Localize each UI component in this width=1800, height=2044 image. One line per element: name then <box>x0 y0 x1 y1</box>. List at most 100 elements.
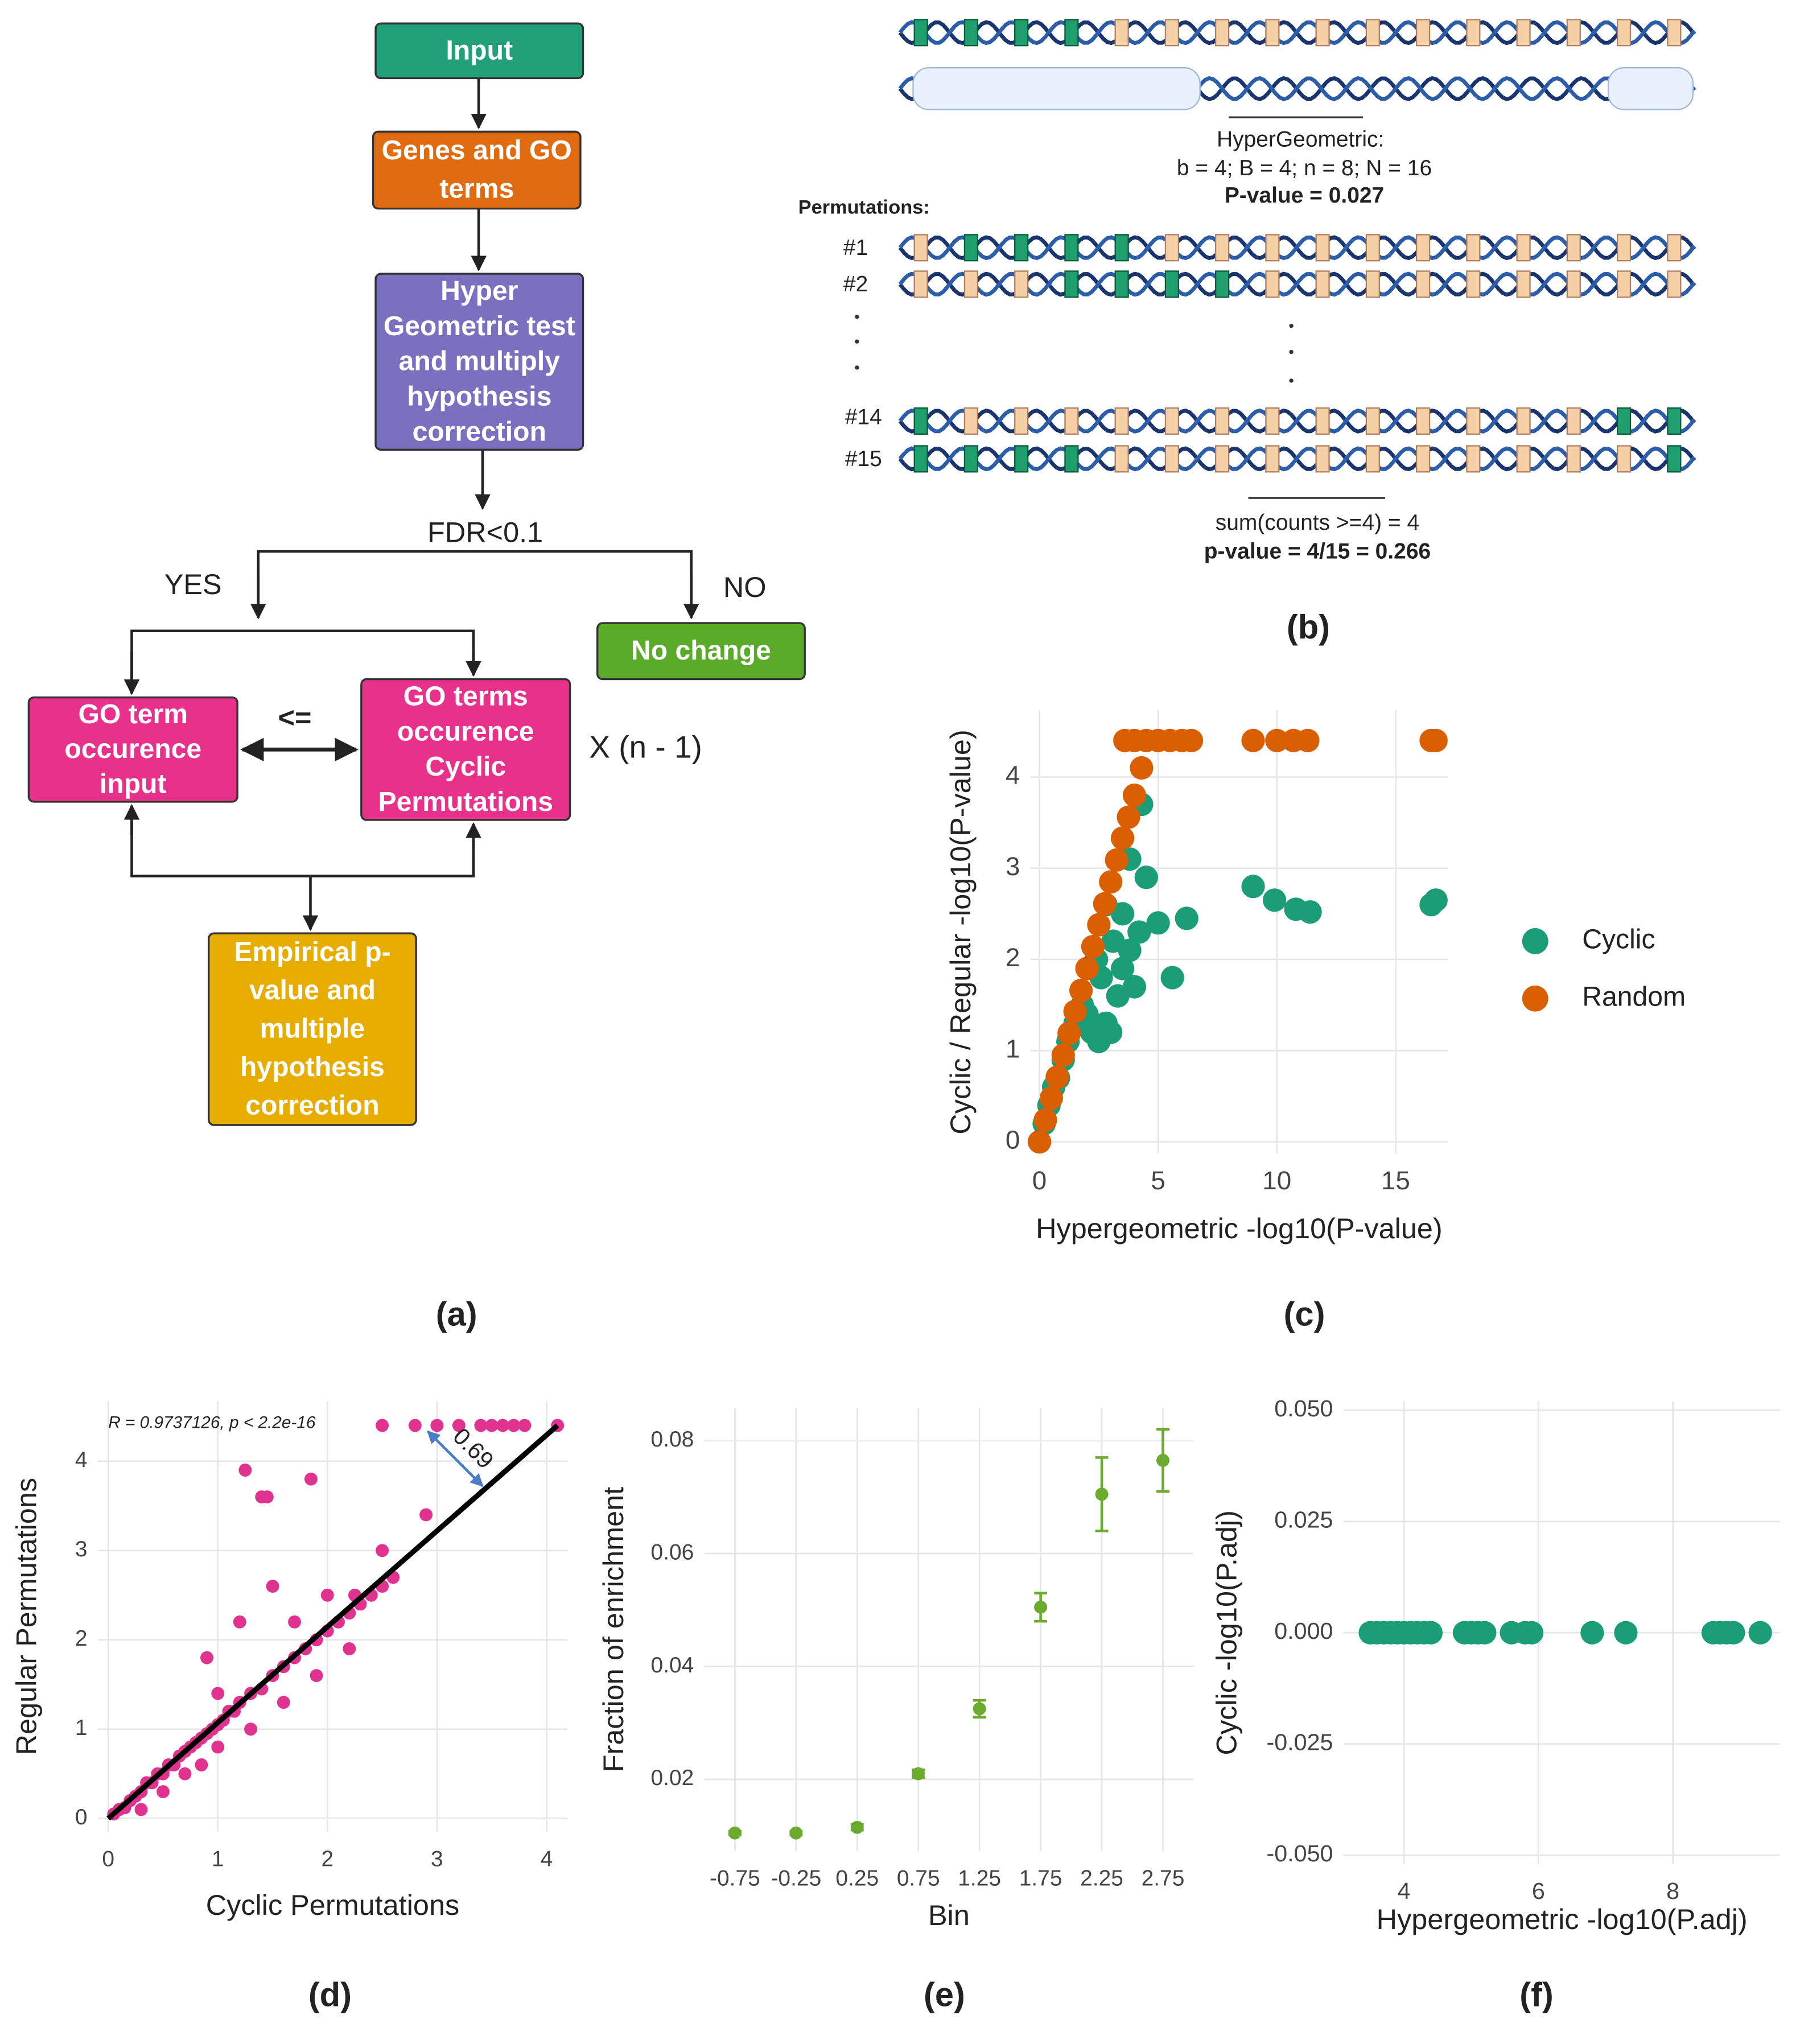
flow-node <box>360 678 571 821</box>
point <box>1110 826 1135 850</box>
gene-box <box>1265 19 1280 47</box>
condition: FDR<0.1 <box>427 516 543 549</box>
point <box>1045 1065 1069 1089</box>
gene-box <box>1365 234 1380 262</box>
point <box>1087 913 1111 937</box>
x-tick-label: 5 <box>1151 1166 1165 1195</box>
y-tick-label: 0.050 <box>1274 1395 1333 1421</box>
point <box>1519 1621 1544 1645</box>
gene-box <box>1516 445 1531 473</box>
point <box>1160 966 1184 990</box>
flow-node <box>374 22 584 80</box>
gene-box <box>1114 234 1129 262</box>
point <box>134 1803 148 1816</box>
point <box>1179 728 1204 752</box>
legend-marker <box>1522 928 1548 954</box>
repeat-label: X (n - 1) <box>589 730 702 765</box>
gene-box <box>1466 270 1481 298</box>
point <box>1265 728 1289 752</box>
gene-box <box>963 19 979 47</box>
gene-box <box>1164 19 1179 47</box>
gene-box <box>1064 234 1079 262</box>
point <box>1721 1621 1745 1645</box>
flow-node <box>27 696 238 803</box>
point <box>1298 900 1322 924</box>
dna-strand <box>898 446 1696 472</box>
point <box>850 1820 864 1834</box>
region <box>912 67 1201 110</box>
gene-box <box>1566 407 1581 435</box>
gene-box <box>1466 19 1481 47</box>
point <box>1175 906 1198 930</box>
node-label: GO terms <box>403 681 528 711</box>
branch <box>257 550 693 617</box>
point <box>1069 978 1093 1003</box>
node-label: Cyclic <box>425 751 506 782</box>
gene-box <box>1164 407 1179 435</box>
gene-box <box>1667 234 1682 262</box>
point <box>1099 870 1123 894</box>
point <box>485 1419 499 1432</box>
gene-box <box>1114 407 1129 435</box>
y-tick-label: 1 <box>75 1716 88 1740</box>
point <box>1134 866 1158 889</box>
caption: (a) <box>436 1295 477 1333</box>
legend-label: Random <box>1582 981 1686 1012</box>
point <box>1051 1043 1075 1067</box>
flow-node <box>208 932 417 1126</box>
y-tick-label: 3 <box>1006 852 1020 881</box>
point <box>1614 1621 1638 1645</box>
y-axis-label: Regular Permutations <box>10 1478 43 1755</box>
gene-box <box>1667 270 1682 298</box>
x-axis-label: Bin <box>928 1899 970 1931</box>
x-tick-label: 10 <box>1262 1166 1291 1195</box>
gene-box <box>1415 234 1431 262</box>
point <box>1296 728 1320 752</box>
node-label: Input <box>446 35 513 65</box>
row-label: #1 <box>843 236 868 260</box>
dna-strand <box>898 409 1696 434</box>
node-label: value and <box>249 975 376 1005</box>
x-tick-label: 15 <box>1381 1166 1410 1195</box>
region <box>1607 67 1694 110</box>
dna-strand <box>898 20 1696 46</box>
gene-box <box>1516 19 1531 47</box>
point <box>1122 783 1147 807</box>
empirical-pvalue: p-value = 4/15 = 0.266 <box>1204 539 1431 564</box>
point <box>310 1669 323 1682</box>
chart: 0.02 0.04 0.06 0.08 Bin Fraction of enrichmen… <box>597 1408 1194 2013</box>
gene-box <box>1415 19 1431 47</box>
row-label: #14 <box>845 405 882 430</box>
gene-box <box>1566 234 1581 262</box>
hypergeom-params: b = 4; B = 4; n = 8; N = 16 <box>1177 156 1432 180</box>
x-axis-label: Cyclic Permutations <box>206 1889 460 1921</box>
node-label: hypothesis <box>240 1052 385 1082</box>
node-label: Genes and GO <box>382 135 572 166</box>
node-label: correction <box>245 1090 379 1120</box>
gene-box <box>1215 445 1230 473</box>
point <box>1118 938 1142 962</box>
dna-strand <box>898 235 1696 261</box>
annotation: R = 0.9737126, p < 2.2e-16 <box>108 1413 316 1432</box>
x-tick-label: -0.25 <box>771 1866 821 1891</box>
gene-box <box>913 19 928 47</box>
gene-box <box>1667 445 1682 473</box>
point <box>1424 888 1448 912</box>
point <box>1262 888 1287 912</box>
node-label: terms <box>439 174 514 204</box>
row-label: #15 <box>845 447 882 471</box>
gene-box <box>1365 19 1380 47</box>
gene-box <box>1265 407 1280 435</box>
gene-box <box>1365 445 1380 473</box>
point <box>244 1722 257 1736</box>
gene-box <box>1014 234 1029 262</box>
caption: (f) <box>1519 1975 1554 2013</box>
y-tick-label: 4 <box>1006 761 1020 790</box>
node-label: multiple <box>260 1013 365 1044</box>
point <box>973 1702 986 1716</box>
point <box>343 1642 356 1655</box>
point <box>1057 1021 1081 1045</box>
point <box>1419 1621 1443 1645</box>
point <box>430 1419 444 1432</box>
y-tick-label: 3 <box>75 1537 88 1561</box>
